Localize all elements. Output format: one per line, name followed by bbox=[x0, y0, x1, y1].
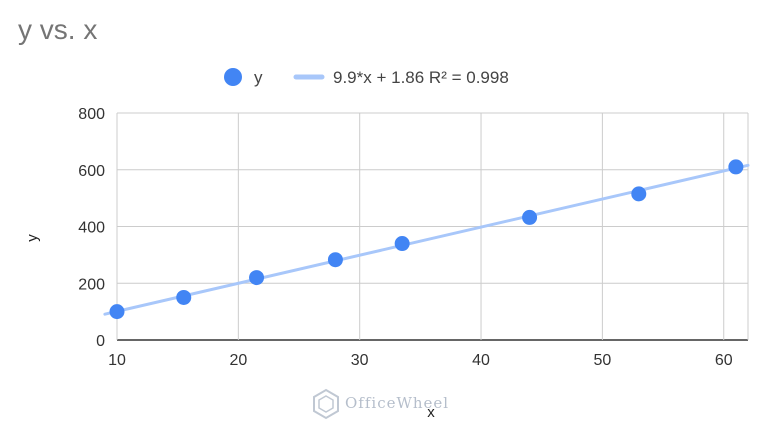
data-point bbox=[109, 304, 125, 320]
y-axis-title: y bbox=[24, 234, 41, 242]
data-point bbox=[631, 186, 647, 202]
x-tick-label: 40 bbox=[472, 352, 490, 369]
trendline-path bbox=[103, 163, 750, 316]
data-point bbox=[176, 289, 192, 305]
axis-ticks: 0 200 400 600 800 10 20 30 40 50 60 bbox=[78, 106, 732, 369]
data-points bbox=[109, 159, 744, 320]
data-point bbox=[249, 270, 265, 286]
y-tick-label: 0 bbox=[96, 333, 105, 350]
data-point bbox=[728, 159, 744, 175]
officewheel-logo-icon bbox=[313, 388, 339, 420]
legend-trendline-label: 9.9*x + 1.86 R² = 0.998 bbox=[333, 68, 509, 87]
trendline bbox=[103, 163, 750, 316]
y-tick-label: 600 bbox=[78, 163, 105, 180]
data-point bbox=[327, 252, 343, 268]
x-tick-label: 60 bbox=[715, 352, 733, 369]
legend-series-marker bbox=[224, 68, 242, 86]
x-axis-title: x bbox=[427, 404, 435, 421]
legend[interactable]: y 9.9*x + 1.86 R² = 0.998 bbox=[224, 68, 509, 87]
watermark: OfficeWheel bbox=[313, 388, 449, 420]
y-tick-label: 400 bbox=[78, 220, 105, 237]
x-tick-label: 10 bbox=[108, 352, 126, 369]
x-tick-label: 50 bbox=[593, 352, 611, 369]
x-tick-label: 20 bbox=[229, 352, 247, 369]
chart-title: y vs. x bbox=[18, 14, 98, 45]
data-point bbox=[394, 236, 410, 252]
data-point bbox=[522, 209, 538, 225]
grid bbox=[116, 112, 749, 341]
watermark-text: OfficeWheel bbox=[345, 394, 449, 412]
legend-series-label: y bbox=[254, 68, 263, 87]
x-tick-label: 30 bbox=[351, 352, 369, 369]
y-tick-label: 200 bbox=[78, 276, 105, 293]
y-tick-label: 800 bbox=[78, 106, 105, 123]
